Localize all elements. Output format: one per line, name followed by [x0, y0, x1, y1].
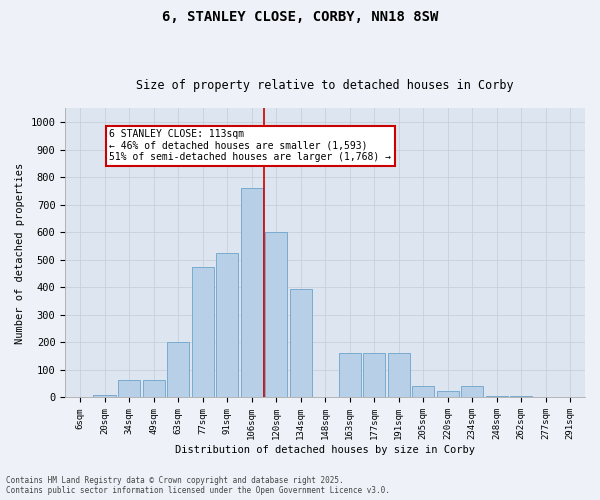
Bar [338, 354, 361, 398]
Bar [265, 232, 287, 398]
Y-axis label: Number of detached properties: Number of detached properties [15, 162, 25, 344]
Bar [437, 390, 459, 398]
Text: Contains HM Land Registry data © Crown copyright and database right 2025.
Contai: Contains HM Land Registry data © Crown c… [6, 476, 390, 495]
Bar [167, 342, 189, 398]
Bar [510, 396, 532, 398]
Bar [388, 354, 410, 398]
Text: 6, STANLEY CLOSE, CORBY, NN18 8SW: 6, STANLEY CLOSE, CORBY, NN18 8SW [162, 10, 438, 24]
Text: 6 STANLEY CLOSE: 113sqm
← 46% of detached houses are smaller (1,593)
51% of semi: 6 STANLEY CLOSE: 113sqm ← 46% of detache… [109, 129, 391, 162]
Bar [94, 394, 116, 398]
Bar [191, 266, 214, 398]
Bar [290, 288, 311, 398]
Bar [559, 397, 581, 398]
Bar [535, 396, 557, 398]
Bar [486, 396, 508, 398]
Bar [216, 253, 238, 398]
X-axis label: Distribution of detached houses by size in Corby: Distribution of detached houses by size … [175, 445, 475, 455]
Bar [118, 380, 140, 398]
Bar [412, 386, 434, 398]
Bar [461, 386, 483, 398]
Bar [363, 354, 385, 398]
Bar [241, 188, 263, 398]
Bar [143, 380, 164, 398]
Title: Size of property relative to detached houses in Corby: Size of property relative to detached ho… [136, 79, 514, 92]
